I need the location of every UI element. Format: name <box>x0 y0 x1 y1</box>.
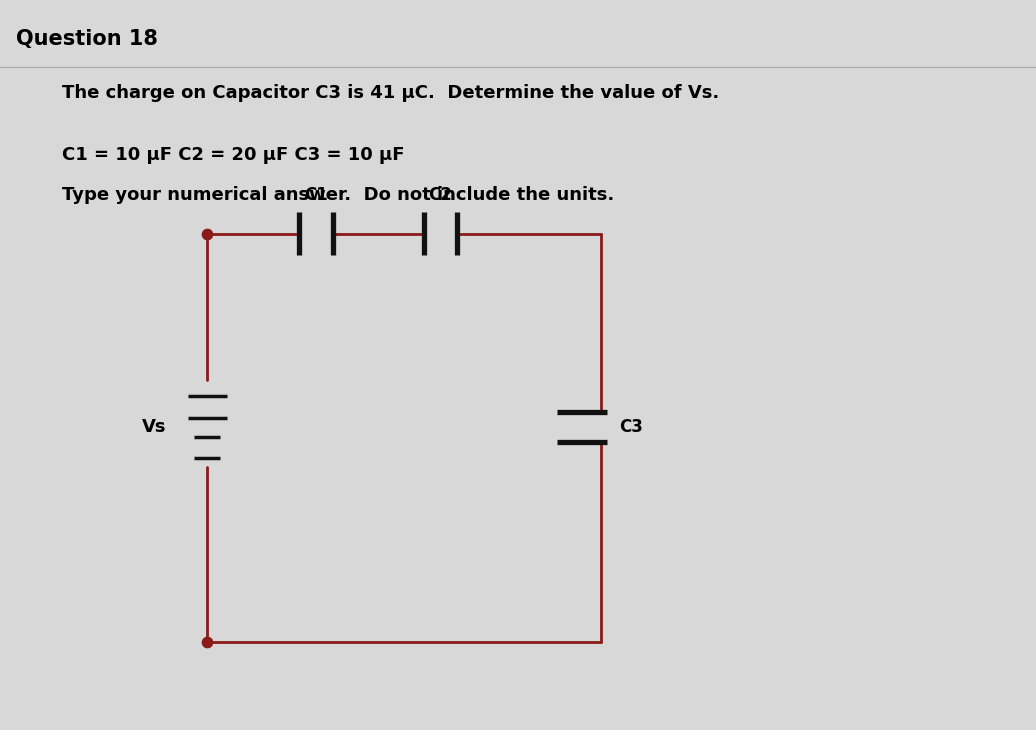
Point <box>199 637 215 648</box>
Text: The charge on Capacitor C3 is 41 μC.  Determine the value of Vs.: The charge on Capacitor C3 is 41 μC. Det… <box>62 84 719 102</box>
Text: Type your numerical answer.  Do not include the units.: Type your numerical answer. Do not inclu… <box>62 186 614 204</box>
Text: Question 18: Question 18 <box>16 29 157 49</box>
Text: C1: C1 <box>305 185 327 204</box>
Text: Vs: Vs <box>142 418 167 436</box>
Text: C3: C3 <box>620 418 643 436</box>
Text: C1 = 10 μF C2 = 20 μF C3 = 10 μF: C1 = 10 μF C2 = 20 μF C3 = 10 μF <box>62 146 405 164</box>
Text: C2: C2 <box>428 185 453 204</box>
Point <box>199 228 215 239</box>
